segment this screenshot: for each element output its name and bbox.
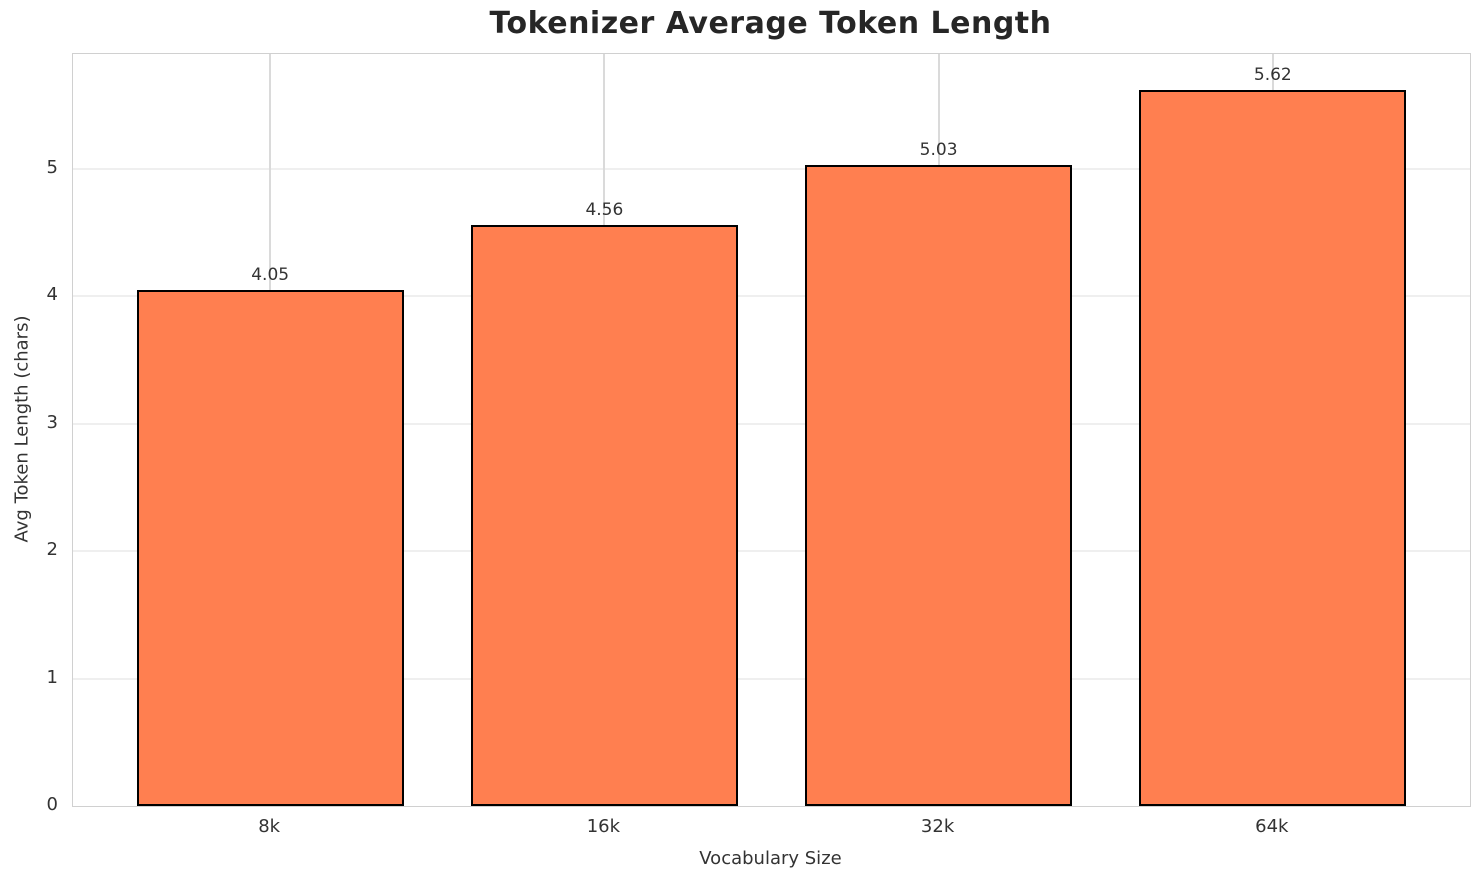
y-tick-label: 2: [46, 539, 58, 561]
bar-16k: [470, 224, 739, 806]
bar-value-label: 5.62: [1253, 64, 1292, 85]
horizontal-gridline: [73, 295, 1470, 298]
bar-32k: [804, 164, 1073, 806]
bar-value-label: 4.56: [585, 199, 624, 220]
x-axis-label: Vocabulary Size: [699, 848, 842, 869]
x-tick-label: 16k: [586, 816, 621, 837]
horizontal-gridline: [73, 422, 1470, 425]
chart-title: Tokenizer Average Token Length: [489, 6, 1052, 41]
y-tick-label: 5: [46, 156, 58, 178]
bar-64k: [1139, 89, 1407, 806]
bar-8k: [136, 289, 404, 806]
bar-value-label: 4.05: [251, 264, 290, 285]
y-tick-label: 1: [46, 666, 58, 688]
bar-value-label: 5.03: [919, 139, 958, 160]
x-axis-ticks: 8k 16k 32k 64k: [72, 816, 1469, 840]
horizontal-gridline: [73, 677, 1470, 680]
y-tick-label: 0: [46, 794, 58, 815]
x-tick-label: 64k: [1255, 816, 1289, 837]
horizontal-gridline: [73, 167, 1470, 170]
plot-area: 4.05 4.56 5.03 5.62: [72, 53, 1471, 807]
x-tick-label: 32k: [920, 816, 955, 837]
y-axis-ticks: 0 1 2 3 4 5: [0, 53, 58, 815]
y-tick-label: 4: [46, 284, 58, 306]
y-tick-label: 3: [46, 411, 58, 433]
x-tick-label: 8k: [258, 816, 281, 837]
horizontal-gridline: [73, 550, 1470, 553]
